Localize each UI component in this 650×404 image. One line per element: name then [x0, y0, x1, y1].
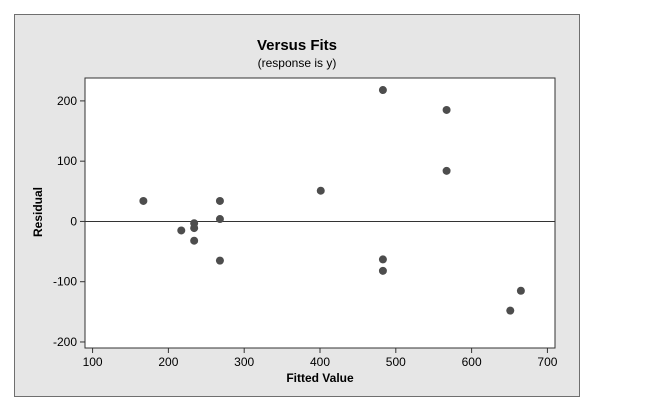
y-tick-label: 200: [57, 94, 77, 108]
y-tick-label: 100: [57, 154, 77, 168]
data-point: [442, 105, 451, 114]
x-tick-label: 100: [83, 355, 103, 369]
data-point: [442, 166, 451, 175]
chart-title: Versus Fits: [257, 37, 337, 54]
data-point: [215, 196, 224, 205]
data-point: [506, 306, 515, 315]
data-point: [215, 256, 224, 265]
data-point: [190, 224, 199, 233]
x-tick-label: 500: [386, 355, 406, 369]
data-point: [177, 226, 186, 235]
data-point: [378, 266, 387, 275]
data-point: [378, 86, 387, 95]
x-tick-label: 600: [462, 355, 482, 369]
data-point: [190, 236, 199, 245]
data-point: [378, 255, 387, 264]
x-tick-label: 700: [537, 355, 557, 369]
x-tick-label: 200: [158, 355, 178, 369]
data-point: [139, 196, 148, 205]
data-point: [316, 186, 325, 195]
data-point: [516, 286, 525, 295]
y-tick-label: -100: [53, 275, 77, 289]
x-tick-label: 400: [310, 355, 330, 369]
x-tick-label: 300: [234, 355, 254, 369]
x-axis-label: Fitted Value: [286, 371, 354, 385]
y-axis-label: Residual: [31, 187, 45, 237]
y-tick-label: -200: [53, 335, 77, 349]
data-point: [215, 215, 224, 224]
y-tick-label: 0: [70, 214, 77, 228]
chart-subtitle: (response is y): [258, 56, 337, 70]
plot-area: [84, 77, 556, 349]
